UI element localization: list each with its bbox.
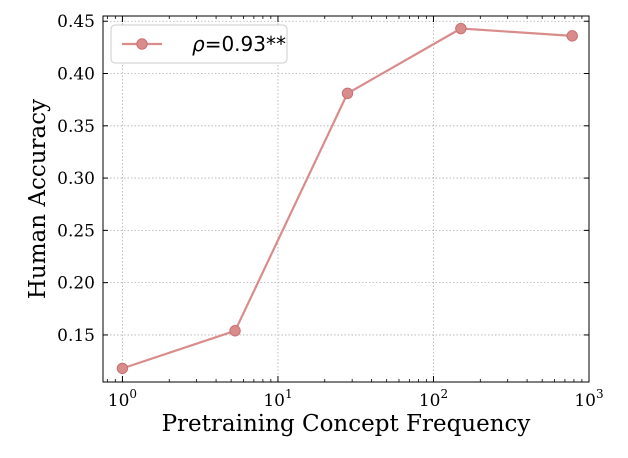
x-tick-label: 100: [108, 387, 137, 411]
plot-frame: [102, 15, 590, 383]
x-axis-title: Pretraining Concept Frequency: [162, 411, 531, 437]
legend-box: [110, 24, 288, 64]
y-tick-label: 0.35: [57, 117, 95, 137]
data-point: [229, 325, 241, 337]
x-tick-label-exponent: 2: [440, 387, 448, 401]
y-tick-label: 0.45: [57, 12, 95, 32]
y-tick-label: 0.30: [57, 169, 95, 189]
x-tick-label-base: 10: [574, 391, 596, 411]
x-tick-label-exponent: 0: [129, 387, 137, 401]
legend-marker: [136, 38, 148, 50]
legend-label-value: =0.93**: [205, 32, 286, 56]
x-tick-label: 103: [574, 387, 603, 411]
y-axis-title: Human Accuracy: [25, 99, 51, 299]
x-tick-label-exponent: 3: [596, 387, 604, 401]
legend: ρ=0.93**: [110, 24, 288, 64]
legend-label: ρ=0.93**: [192, 32, 286, 56]
y-tick-label: 0.20: [57, 274, 95, 294]
data-point: [455, 22, 467, 35]
data-point: [341, 87, 354, 100]
series-line: [122, 27, 573, 370]
y-tick-label: 0.15: [57, 326, 95, 346]
x-tick-label-exponent: 1: [285, 387, 293, 401]
y-tick-label: 0.25: [57, 221, 95, 241]
x-tick-label-base: 10: [263, 391, 285, 411]
series-layer: [116, 22, 578, 375]
data-point: [116, 362, 129, 375]
y-tick-label: 0.40: [57, 65, 95, 85]
data-point: [566, 30, 578, 42]
x-tick-label-base: 10: [419, 391, 441, 411]
x-tick-label: 102: [419, 387, 448, 411]
grid: [103, 16, 590, 382]
x-tick-label-base: 10: [108, 391, 130, 411]
x-tick-label: 101: [263, 387, 292, 411]
legend-label-symbol: ρ: [192, 32, 205, 56]
